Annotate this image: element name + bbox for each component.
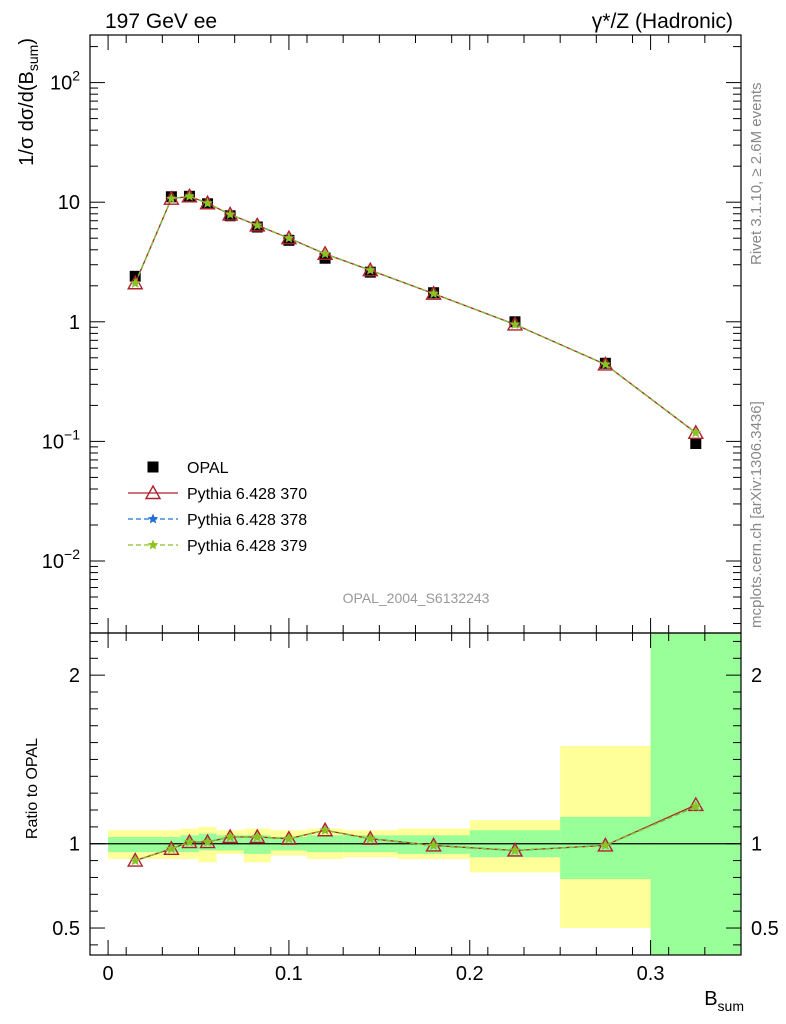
main-y-axis-label-text: 1/σ dσ/d(B xyxy=(16,71,38,166)
y-tick-exponent: 2 xyxy=(72,68,80,84)
ratio-data-point xyxy=(428,839,439,850)
legend-label: OPAL xyxy=(187,460,229,477)
x-tick-label: 0.3 xyxy=(637,963,665,985)
ratio-data-point xyxy=(252,831,263,842)
uncertainty-band-stat xyxy=(108,836,163,853)
main-data-point xyxy=(129,277,141,288)
main-data-point xyxy=(283,232,295,243)
main-y-tick-label: 10−1 xyxy=(42,426,80,453)
ratio-y-axis-label: Ratio to OPAL xyxy=(24,738,41,839)
main-data-point xyxy=(365,264,376,275)
y-tick-exponent: −2 xyxy=(64,546,80,562)
main-y-axis-label: 1/σ dσ/d(Bsum) xyxy=(16,38,41,166)
legend-marker xyxy=(147,461,159,473)
legend-marker xyxy=(147,513,159,524)
main-data-point xyxy=(509,318,521,329)
ratio-y-tick-label-left: 2 xyxy=(69,665,80,687)
ratio-data-point xyxy=(509,844,521,855)
main-series-layer xyxy=(127,187,704,450)
uncertainty-band-stat xyxy=(560,816,651,880)
ratio-y-tick-label-right: 1 xyxy=(751,834,762,856)
main-data-point xyxy=(224,208,236,219)
ratio-data-point xyxy=(283,833,295,844)
y-tick-base: 10 xyxy=(42,431,64,453)
uncertainty-band-stat xyxy=(243,835,271,854)
legend-label: Pythia 6.428 378 xyxy=(187,512,307,529)
rivet-version-label: Rivet 3.1.10, ≥ 2.6M events xyxy=(748,83,765,266)
ratio-data-point xyxy=(224,831,236,842)
main-data-point xyxy=(166,193,177,204)
main-y-tick-label: 10 xyxy=(58,192,80,214)
mcplots-credit-label: mcplots.cern.ch [arXiv:1306.3436] xyxy=(748,401,765,628)
x-axis-label: Bsum xyxy=(704,988,744,1014)
legend-marker xyxy=(147,539,159,550)
y-tick-base: 10 xyxy=(50,73,72,95)
ratio-data-point xyxy=(184,836,195,847)
main-data-point xyxy=(319,252,331,264)
legend-label: Pythia 6.428 370 xyxy=(187,486,307,503)
analysis-id-label: OPAL_2004_S6132243 xyxy=(343,590,490,606)
x-tick-label: 0.2 xyxy=(456,963,484,985)
ratio-data-point xyxy=(319,824,331,835)
main-data-point xyxy=(184,190,195,201)
ratio-y-tick-label-right: 2 xyxy=(751,665,762,687)
ratio-y-tick-label-left: 1 xyxy=(69,834,80,856)
main-data-point xyxy=(202,197,213,208)
y-tick-exponent: −1 xyxy=(64,426,80,442)
ratio-series-layer xyxy=(127,796,704,867)
main-data-point xyxy=(690,427,702,438)
legend: OPAL Pythia 6.428 370 Pythia 6.428 378 Pyth… xyxy=(128,460,307,555)
ratio-data-point xyxy=(129,855,141,866)
main-data-point xyxy=(319,248,331,259)
ratio-data-point xyxy=(690,801,702,812)
header-right: γ*/Z (Hadronic) xyxy=(592,10,733,33)
ratio-data-point xyxy=(365,833,376,844)
ratio-y-tick-label-left: 0.5 xyxy=(52,918,80,940)
ratio-data-point xyxy=(687,796,704,812)
header-left: 197 GeV ee xyxy=(105,10,217,33)
uncertainty-band-stat xyxy=(650,633,741,955)
main-y-axis-label-end: ) xyxy=(16,38,38,45)
legend-marker xyxy=(144,484,162,500)
y-tick-base: 10 xyxy=(42,551,64,573)
main-y-tick-label: 10−2 xyxy=(42,546,80,573)
ratio-y-tick-label-right: 0.5 xyxy=(751,918,779,940)
ratio-data-point xyxy=(166,843,177,854)
main-data-point xyxy=(690,438,702,450)
x-tick-label: 0.1 xyxy=(275,963,303,985)
main-y-tick-label: 102 xyxy=(50,68,80,95)
x-axis-label-sub: sum xyxy=(718,998,744,1014)
ratio-data-point xyxy=(600,839,611,850)
main-data-point xyxy=(428,288,439,299)
main-y-axis-label-sub: sum xyxy=(25,45,41,71)
main-data-point xyxy=(252,219,263,230)
legend-label: Pythia 6.428 379 xyxy=(187,538,307,555)
x-tick-label: 0 xyxy=(103,963,114,985)
main-y-tick-label: 1 xyxy=(69,312,80,334)
x-axis-label-text: B xyxy=(704,988,717,1010)
main-data-point xyxy=(600,358,611,369)
ratio-data-point xyxy=(202,836,213,847)
